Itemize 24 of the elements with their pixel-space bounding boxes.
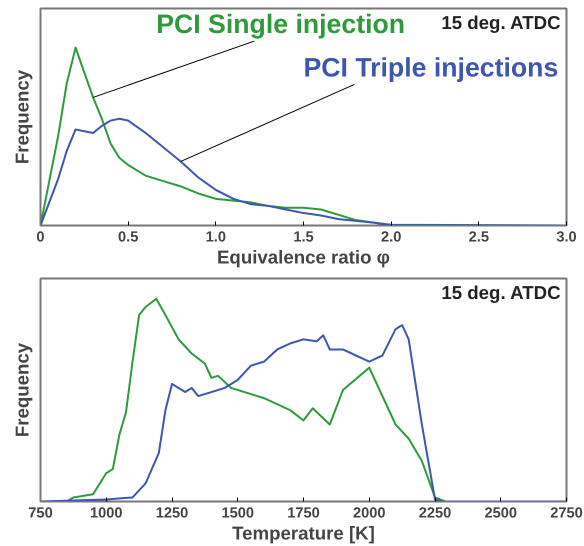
x-tick-label: 2.5 xyxy=(468,230,490,246)
x-tick-label: 1000 xyxy=(90,506,123,522)
x-tick-label: 2250 xyxy=(418,506,452,522)
x-tick-label: 1.0 xyxy=(206,230,226,246)
x-tick-label: 1250 xyxy=(156,506,188,522)
x-tick-label: 2750 xyxy=(550,506,583,522)
y-axis-title: Frequency xyxy=(12,69,32,164)
y-axis-title: Frequency xyxy=(12,342,32,438)
x-tick-label: 3.0 xyxy=(556,230,577,246)
x-tick-label: 0.5 xyxy=(118,230,138,246)
x-tick-label: 2000 xyxy=(352,506,386,522)
x-axis-title: Equivalence ratio φ xyxy=(216,246,390,268)
text: PCI Single injection xyxy=(156,8,406,39)
text: 15 deg. ATDC xyxy=(441,12,561,33)
x-tick-label: 0 xyxy=(36,230,45,246)
x-tick-label: 1750 xyxy=(287,506,320,522)
x-tick-label: 750 xyxy=(28,506,53,522)
text: PCI Triple injections xyxy=(304,52,558,82)
x-axis-title: Temperature [K] xyxy=(232,522,375,544)
annotation: 15 deg. ATDC xyxy=(441,282,561,303)
x-tick-label: 2500 xyxy=(484,506,518,522)
x-tick-label: 2.0 xyxy=(380,230,402,246)
x-tick-label: 1500 xyxy=(221,506,254,522)
x-tick-label: 1.5 xyxy=(293,230,314,246)
